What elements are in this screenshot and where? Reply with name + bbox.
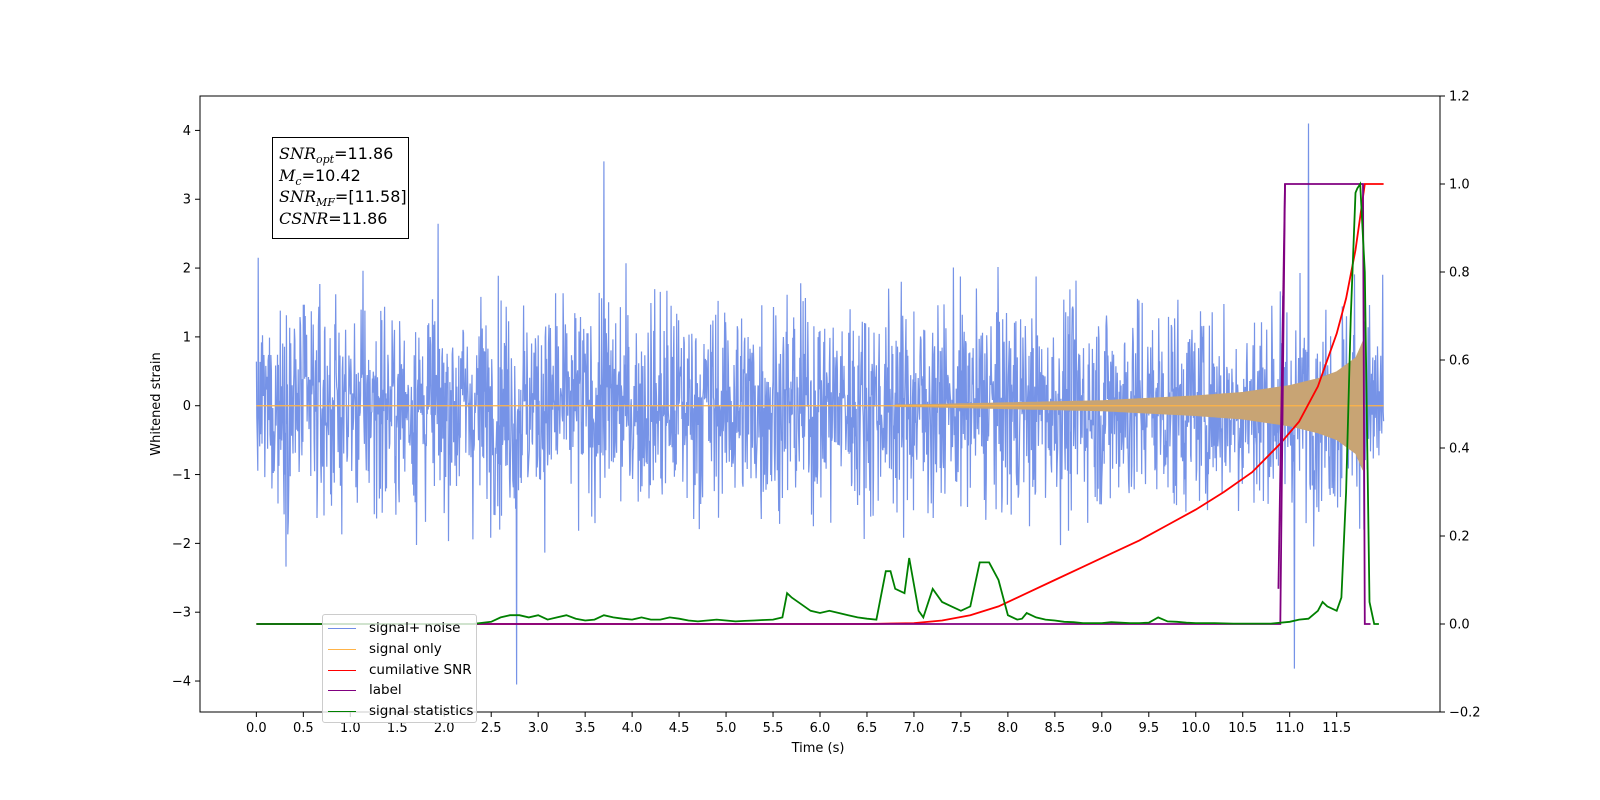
legend-swatch xyxy=(328,648,356,650)
y-axis-label: Whitened strain xyxy=(149,352,164,455)
x-tick-label: 5.5 xyxy=(763,721,784,736)
legend-entry-cumulative-snr: cumilative SNR xyxy=(328,660,476,681)
csnr-row: CSNR=11.86 xyxy=(279,208,402,230)
x-tick-label: 1.0 xyxy=(340,721,361,736)
series-label-step xyxy=(1277,183,1286,589)
legend: signal+ noise signal only cumilative SNR… xyxy=(322,614,477,723)
y2-tick-label: 1.0 xyxy=(1449,178,1470,193)
y-axis-left: −4 −3 −2 −1 0 1 2 3 4 xyxy=(172,124,200,690)
snr-mf-row: SNRMF=[11.58] xyxy=(279,186,407,210)
x-tick-label: 8.5 xyxy=(1045,721,1066,736)
x-tick-label: 0.5 xyxy=(293,721,314,736)
legend-label: label xyxy=(369,682,402,699)
snr-mf-value: =[11.58] xyxy=(334,187,407,206)
y2-tick-label: 0.0 xyxy=(1449,618,1470,633)
x-tick-label: 9.5 xyxy=(1138,721,1159,736)
y-tick-label: 2 xyxy=(183,262,191,277)
x-tick-label: 4.0 xyxy=(622,721,643,736)
y2-tick-label: 0.8 xyxy=(1449,266,1470,281)
y2-tick-label: 0.6 xyxy=(1449,354,1470,369)
x-axis: 0.0 0.5 1.0 1.5 2.0 2.5 3.0 3.5 4.0 4.5 5.0 5.5 6.0 6… xyxy=(246,712,1351,736)
x-tick-label: 0.0 xyxy=(246,721,267,736)
y2-tick-label: 0.4 xyxy=(1449,442,1470,457)
y-tick-label: 4 xyxy=(183,124,191,139)
x-tick-label: 3.5 xyxy=(575,721,596,736)
legend-entry-signal-only: signal only xyxy=(328,639,476,660)
x-tick-label: 3.0 xyxy=(528,721,549,736)
legend-swatch xyxy=(328,690,356,692)
snr-opt-value: =11.86 xyxy=(334,144,394,163)
y-tick-label: −4 xyxy=(172,675,191,690)
x-tick-label: 7.0 xyxy=(904,721,925,736)
x-tick-label: 2.0 xyxy=(434,721,455,736)
x-tick-label: 10.0 xyxy=(1181,721,1210,736)
snr-opt-symbol: SNR xyxy=(279,144,317,163)
y-tick-label: −1 xyxy=(172,468,191,483)
legend-swatch xyxy=(328,669,356,671)
x-tick-label: 11.5 xyxy=(1322,721,1351,736)
series-cumulative-snr xyxy=(256,183,1384,625)
y-tick-label: 3 xyxy=(183,193,191,208)
legend-entry-label: label xyxy=(328,680,476,701)
y-tick-label: −2 xyxy=(172,537,191,552)
x-tick-label: 2.5 xyxy=(481,721,502,736)
snr-mf-subscript: MF xyxy=(316,196,335,210)
x-tick-label: 8.0 xyxy=(998,721,1019,736)
x-axis-label: Time (s) xyxy=(791,741,845,756)
snr-opt-subscript: opt xyxy=(316,153,335,167)
legend-label: signal+ noise xyxy=(369,620,461,636)
x-tick-label: 1.5 xyxy=(387,721,408,736)
y-tick-label: 1 xyxy=(183,330,191,345)
x-tick-label: 11.0 xyxy=(1275,721,1304,736)
x-tick-label: 4.5 xyxy=(669,721,690,736)
plot-series xyxy=(255,123,1385,685)
x-tick-label: 9.0 xyxy=(1091,721,1112,736)
x-tick-label: 7.5 xyxy=(951,721,972,736)
legend-entry-signal-statistics: signal statistics xyxy=(328,701,476,722)
mc-value: =10.42 xyxy=(301,165,361,185)
y-tick-label: −3 xyxy=(172,606,191,621)
y2-tick-label: −0.2 xyxy=(1449,706,1481,721)
series-label xyxy=(256,183,1371,625)
y2-tick-label: 1.2 xyxy=(1449,90,1470,105)
legend-swatch xyxy=(328,628,356,629)
y-tick-label: 0 xyxy=(183,399,191,414)
x-tick-label: 10.5 xyxy=(1228,721,1257,736)
x-tick-label: 5.0 xyxy=(716,721,737,736)
snr-mf-symbol: SNR xyxy=(279,187,317,206)
y2-tick-label: 0.2 xyxy=(1449,530,1470,545)
legend-entry-signal-noise: signal+ noise xyxy=(328,618,476,639)
csnr-value: =11.86 xyxy=(328,208,388,228)
snr-opt-row: SNRopt=11.86 xyxy=(279,143,402,165)
mc-subscript: c xyxy=(295,174,302,188)
legend-label: signal only xyxy=(369,640,442,657)
csnr-symbol: CSNR xyxy=(279,208,329,228)
legend-label: cumilative SNR xyxy=(369,661,472,678)
y-axis-right: −0.2 0.0 0.2 0.4 0.6 0.8 1.0 1.2 xyxy=(1440,90,1481,721)
series-signal-statistics xyxy=(256,181,1379,625)
snr-info-box: SNRopt=11.86 Mc=10.42 SNRMF=[11.58] CSNR… xyxy=(272,137,409,239)
legend-swatch xyxy=(328,711,356,713)
x-tick-label: 6.5 xyxy=(857,721,878,736)
x-tick-label: 6.0 xyxy=(810,721,831,736)
mc-symbol: M xyxy=(279,165,296,185)
mc-row: Mc=10.42 xyxy=(279,165,402,187)
legend-label: signal statistics xyxy=(369,703,474,720)
